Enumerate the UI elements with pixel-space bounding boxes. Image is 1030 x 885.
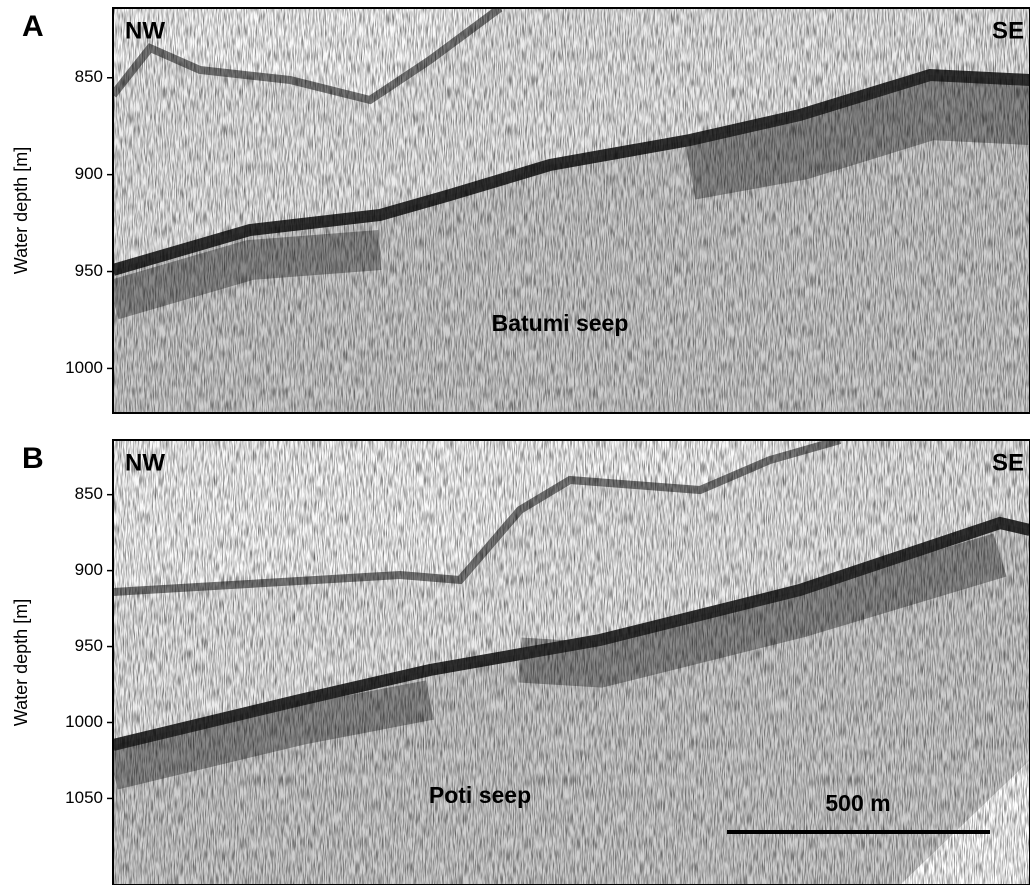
y-tick-label: 900 — [75, 164, 103, 183]
y-tick-label: 850 — [75, 67, 103, 86]
direction-label: NW — [125, 17, 165, 44]
annotation: Poti seep — [429, 782, 531, 808]
y-axis-label: Water depth [m] — [11, 599, 31, 726]
y-tick-label: 1050 — [65, 788, 103, 807]
panel-letter: A — [22, 10, 44, 43]
frame — [112, 439, 1030, 885]
y-axis-label: Water depth [m] — [11, 147, 31, 274]
profile-a — [113, 8, 1030, 413]
direction-label: NW — [125, 449, 165, 476]
y-tick-label: 1000 — [65, 712, 103, 731]
y-tick-label: 950 — [75, 261, 103, 280]
annotation: Batumi seep — [492, 310, 629, 336]
panel-letter: B — [22, 442, 44, 475]
direction-label: SE — [992, 17, 1024, 44]
scale-bar-label: 500 m — [825, 790, 890, 816]
y-tick-label: 950 — [75, 636, 103, 655]
y-tick-label: 1000 — [65, 358, 103, 377]
direction-label: SE — [992, 449, 1024, 476]
profile-b — [113, 440, 1030, 885]
frame — [112, 7, 1030, 414]
y-tick-label: 850 — [75, 484, 103, 503]
y-tick-label: 900 — [75, 560, 103, 579]
